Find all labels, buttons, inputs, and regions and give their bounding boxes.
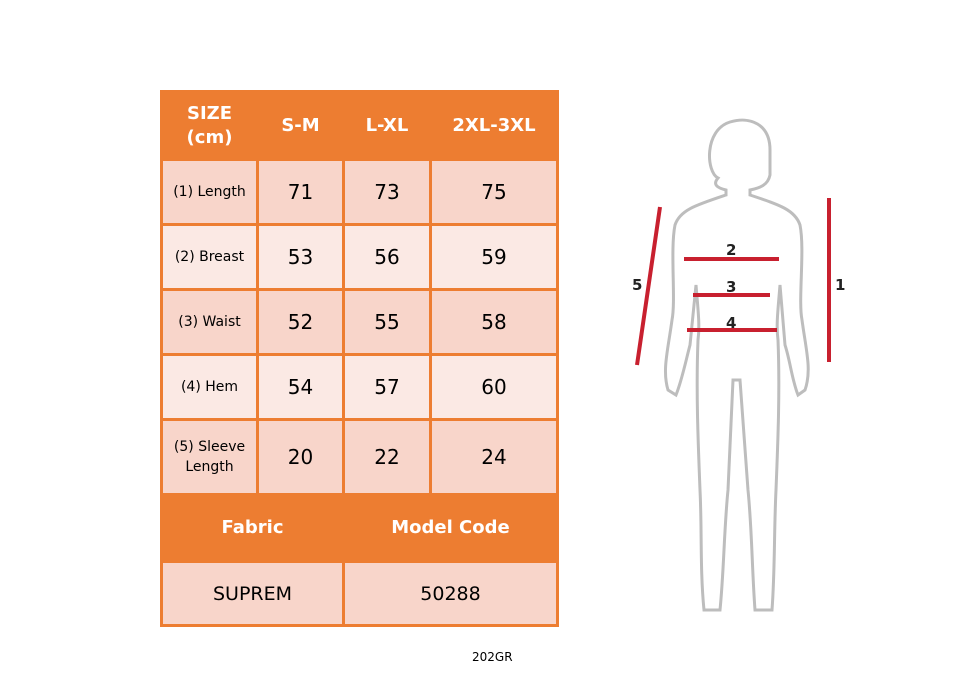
cell: 75 <box>429 158 559 226</box>
row-label: (3) Waist <box>160 288 259 356</box>
cell: 60 <box>429 353 559 421</box>
table-row: (3) Waist 52 55 58 <box>160 288 559 356</box>
cell: 58 <box>429 288 559 356</box>
fabric-row: SUPREM 50288 <box>160 560 559 627</box>
label-1: 1 <box>835 276 845 294</box>
table-row: (5) Sleeve Length 20 22 24 <box>160 418 559 496</box>
cell: 57 <box>342 353 432 421</box>
cell: 54 <box>256 353 345 421</box>
fabric-header-row: Fabric Model Code <box>160 493 559 563</box>
measurement-lines <box>635 198 831 366</box>
cell: 71 <box>256 158 345 226</box>
header-l-xl: L-XL <box>342 90 432 161</box>
model-code-label: Model Code <box>342 493 559 563</box>
measurement-labels: 1 2 3 4 5 <box>632 241 845 332</box>
row-label: (5) Sleeve Length <box>160 418 259 496</box>
fabric-label: Fabric <box>160 493 345 563</box>
header-row: SIZE (cm) S-M L-XL 2XL-3XL <box>160 90 559 161</box>
row-label: (4) Hem <box>160 353 259 421</box>
cell: 20 <box>256 418 345 496</box>
row-label: (2) Breast <box>160 223 259 291</box>
table-row: (4) Hem 54 57 60 <box>160 353 559 421</box>
body-measurement-figure: 1 2 3 4 5 <box>632 118 845 612</box>
cell: 56 <box>342 223 432 291</box>
size-chart-table: SIZE (cm) S-M L-XL 2XL-3XL (1) Length 71… <box>160 90 559 627</box>
header-size: SIZE (cm) <box>160 90 259 161</box>
label-4: 4 <box>726 314 736 332</box>
footer-code: 202GR <box>472 650 513 664</box>
cell: 24 <box>429 418 559 496</box>
body-outline <box>663 118 810 612</box>
cell: 73 <box>342 158 432 226</box>
header-s-m: S-M <box>256 90 345 161</box>
label-3: 3 <box>726 278 736 296</box>
row-label: (1) Length <box>160 158 259 226</box>
label-5: 5 <box>632 276 642 294</box>
cell: 22 <box>342 418 432 496</box>
table-row: (1) Length 71 73 75 <box>160 158 559 226</box>
cell: 53 <box>256 223 345 291</box>
model-code-value: 50288 <box>342 560 559 627</box>
label-2: 2 <box>726 241 736 259</box>
table-row: (2) Breast 53 56 59 <box>160 223 559 291</box>
fabric-value: SUPREM <box>160 560 345 627</box>
cell: 55 <box>342 288 432 356</box>
sleeve-line <box>635 206 662 366</box>
header-2xl-3xl: 2XL-3XL <box>429 90 559 161</box>
cell: 52 <box>256 288 345 356</box>
cell: 59 <box>429 223 559 291</box>
